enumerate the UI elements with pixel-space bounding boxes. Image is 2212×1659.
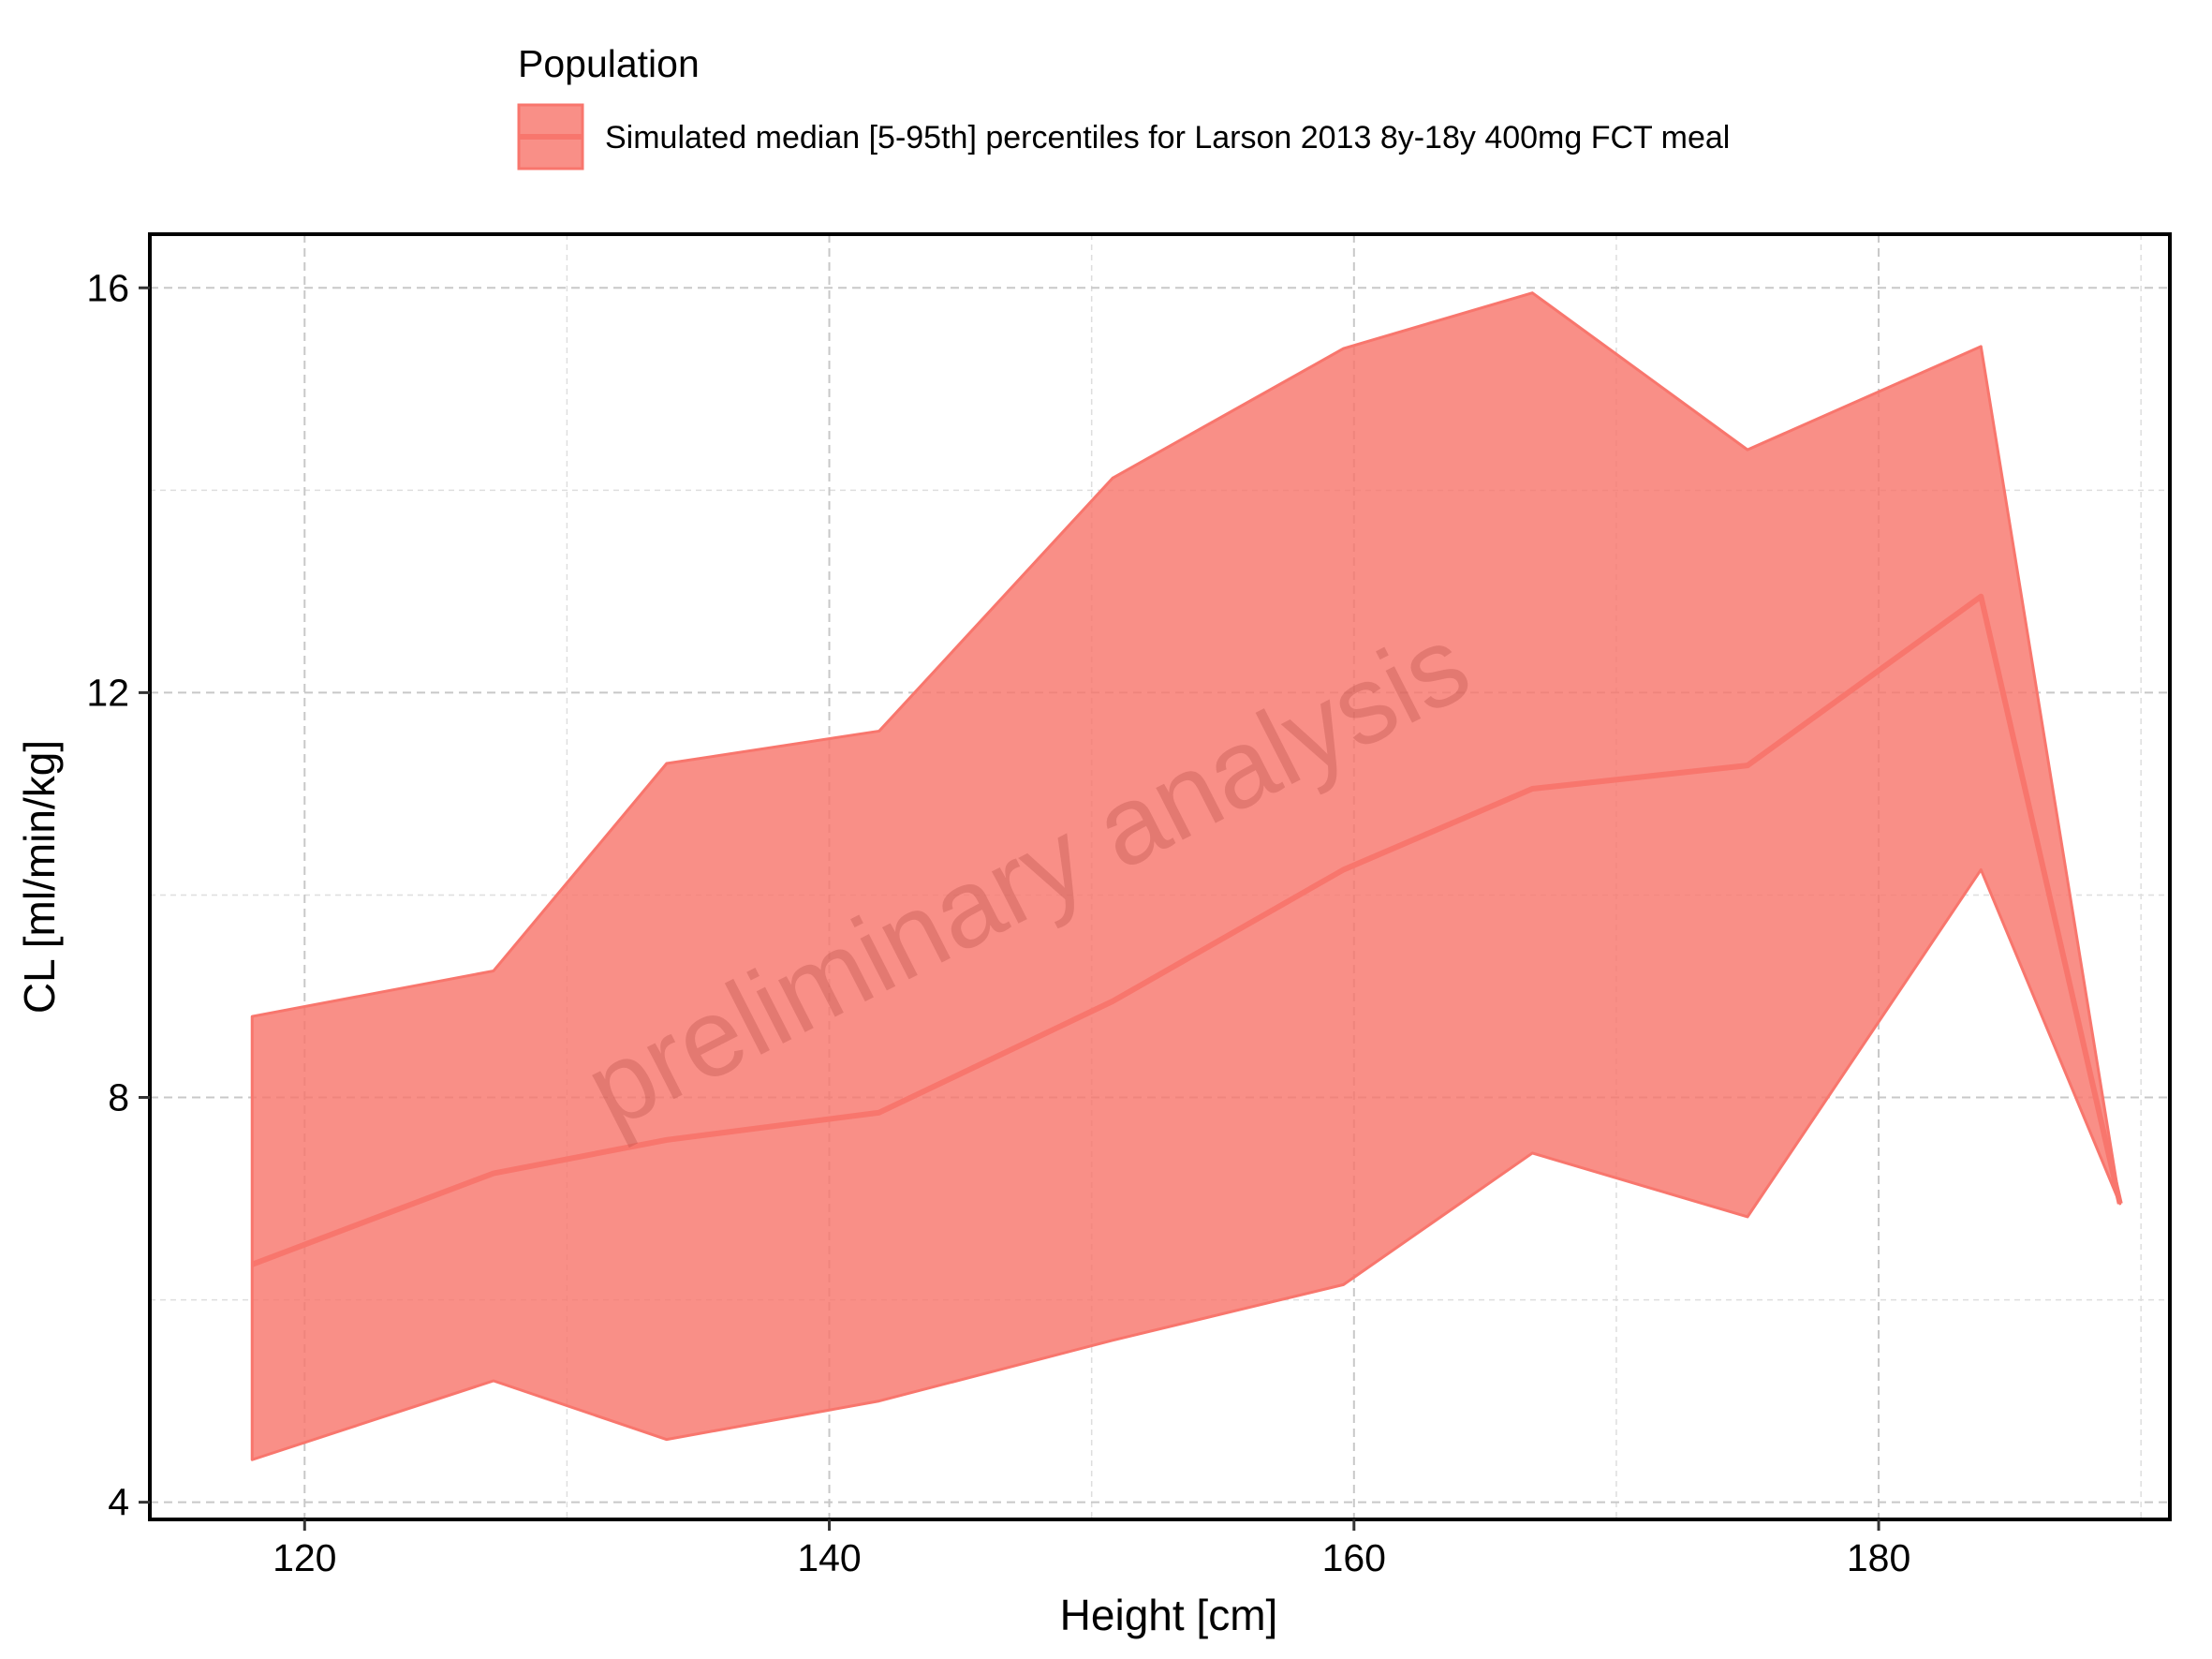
y-tick-label: 16: [86, 266, 129, 309]
panel-border: [148, 232, 2172, 1521]
plot-panel: preliminary analysis: [148, 232, 2172, 1521]
percentile-band-5-95: [250, 291, 2122, 1461]
x-tick-label: 120: [273, 1536, 336, 1579]
median-line: [251, 593, 2123, 1267]
x-axis: 120 140 160 180: [273, 1519, 1910, 1579]
x-tick-label: 160: [1322, 1536, 1386, 1579]
legend-entry-label: Simulated median [5-95th] percentiles fo…: [605, 120, 1730, 156]
x-tick-label: 140: [797, 1536, 861, 1579]
y-axis-title: CL [ml/min/kg]: [15, 740, 64, 1014]
x-tick-label: 180: [1847, 1536, 1910, 1579]
x-axis-title: Height [cm]: [1060, 1591, 1278, 1639]
y-tick-label: 8: [108, 1076, 129, 1119]
legend: Population Simulated median [5-95th] per…: [517, 42, 1730, 170]
y-axis: 4 8 12 16: [86, 266, 150, 1524]
y-tick-label: 12: [86, 671, 129, 714]
legend-title: Population: [518, 42, 700, 85]
y-tick-label: 4: [108, 1481, 129, 1524]
